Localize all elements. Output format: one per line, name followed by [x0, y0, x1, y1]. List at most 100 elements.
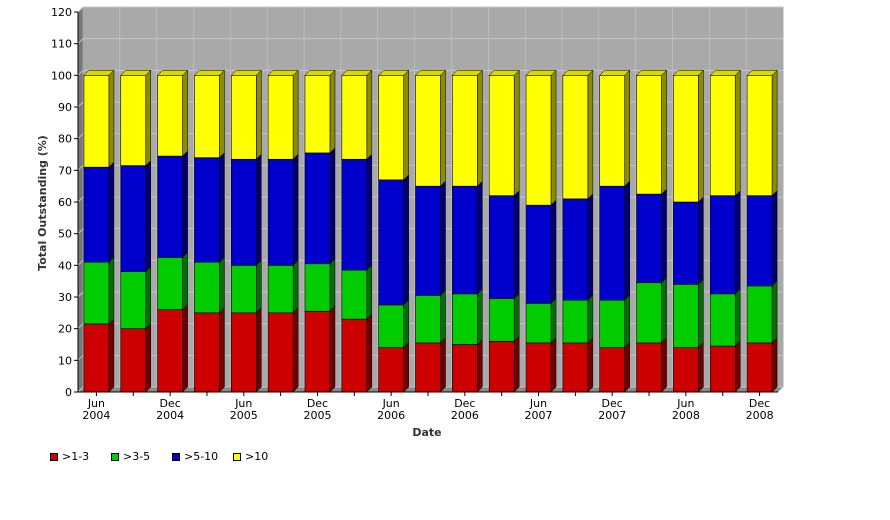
bar-side	[513, 335, 520, 393]
bar-front	[488, 298, 515, 342]
bar-front	[599, 185, 626, 301]
bar-segment	[341, 153, 373, 271]
bar-front	[378, 304, 404, 348]
bar-front	[415, 295, 441, 344]
x-tick-label-month: Dec	[159, 397, 180, 410]
y-tick-label: 70	[58, 164, 72, 177]
bar-side	[108, 69, 115, 168]
bar-side	[587, 337, 594, 393]
legend-swatch	[233, 452, 241, 461]
bar-side	[182, 304, 188, 393]
bar-front	[267, 265, 294, 314]
bar-side	[329, 305, 336, 393]
bar-front	[488, 341, 515, 393]
bar-side	[292, 153, 299, 266]
y-tick-label: 100	[51, 69, 72, 82]
bar-segment	[746, 190, 778, 287]
grid-line-diag	[77, 101, 84, 108]
x-tick-label-year: 2004	[156, 409, 184, 422]
bar-front	[599, 347, 626, 393]
bar-front	[452, 185, 478, 295]
bar-front	[157, 155, 183, 258]
bar-side	[256, 69, 262, 160]
bar-segment	[304, 258, 336, 312]
bar-top	[304, 70, 336, 76]
bar-front	[267, 75, 294, 160]
bar-front	[157, 309, 183, 393]
bar-segment	[562, 294, 594, 344]
bar-segment	[709, 340, 741, 393]
bar-side	[292, 69, 299, 160]
legend-swatch	[50, 452, 58, 461]
bar-side	[440, 180, 446, 297]
bar-front	[83, 166, 110, 263]
bar-front	[636, 193, 662, 284]
bar-side	[329, 258, 336, 312]
bar-side	[661, 69, 667, 195]
grid-line-diag	[77, 354, 84, 361]
y-tick-label: 10	[58, 354, 72, 367]
bar-segment	[452, 180, 483, 295]
x-tick-label-month: Dec	[307, 397, 328, 410]
bar-segment	[157, 150, 188, 259]
bar-front	[525, 303, 552, 344]
bar-front	[267, 158, 294, 266]
bar-segment	[83, 69, 115, 168]
x-tick-label-month: Dec	[602, 397, 623, 410]
bar-front	[636, 75, 662, 195]
bar-top	[562, 70, 594, 76]
x-tick-label-year: 2005	[230, 409, 258, 422]
bar-segment	[673, 278, 704, 349]
bar-segment	[415, 180, 446, 297]
legend-item: >1-3	[50, 450, 111, 463]
bar-top	[378, 70, 410, 76]
bar-segment	[599, 180, 630, 301]
bar-front	[83, 323, 110, 393]
bar-front	[120, 165, 147, 272]
bar-front	[673, 201, 699, 285]
bar-front	[673, 347, 699, 393]
bar-side	[771, 69, 778, 197]
bar-side	[624, 342, 630, 393]
bar-front	[452, 344, 478, 393]
y-tick-label: 60	[58, 196, 72, 209]
bar-front	[194, 75, 220, 158]
bar-side	[440, 69, 446, 187]
bar-front	[415, 342, 441, 393]
bar-side	[550, 199, 557, 304]
bar-top	[709, 70, 741, 76]
bar-segment	[636, 337, 667, 393]
bar-segment	[746, 337, 778, 393]
bar-segment	[120, 323, 152, 393]
bar-front	[415, 75, 441, 187]
bar-front	[562, 198, 589, 301]
bar-segment	[709, 288, 741, 347]
bar-side	[477, 69, 483, 187]
bar-segment	[452, 338, 483, 393]
bar-side	[182, 150, 188, 259]
bar-segment	[120, 266, 152, 330]
bar-front	[230, 75, 257, 160]
y-tick-label: 50	[58, 228, 72, 241]
y-tick-label: 20	[58, 323, 72, 336]
bar-side	[698, 69, 704, 203]
bar-front	[378, 179, 404, 306]
bar-side	[734, 190, 741, 295]
x-tick-label-month: Dec	[454, 397, 475, 410]
bar-side	[513, 69, 520, 197]
bar-segment	[378, 299, 409, 349]
bar-front	[415, 185, 441, 296]
bar-front	[230, 158, 257, 266]
bar-top	[451, 70, 483, 76]
bar-side	[698, 342, 704, 393]
bar-side	[403, 174, 409, 306]
bar-top	[746, 70, 778, 76]
bar-front	[562, 299, 589, 344]
bar-front	[599, 75, 626, 187]
bar-front	[194, 312, 220, 393]
bar-top	[599, 70, 631, 76]
bar-side	[145, 69, 152, 167]
bar-side	[145, 323, 152, 393]
bar-front	[525, 342, 552, 393]
bar-front	[378, 75, 404, 181]
